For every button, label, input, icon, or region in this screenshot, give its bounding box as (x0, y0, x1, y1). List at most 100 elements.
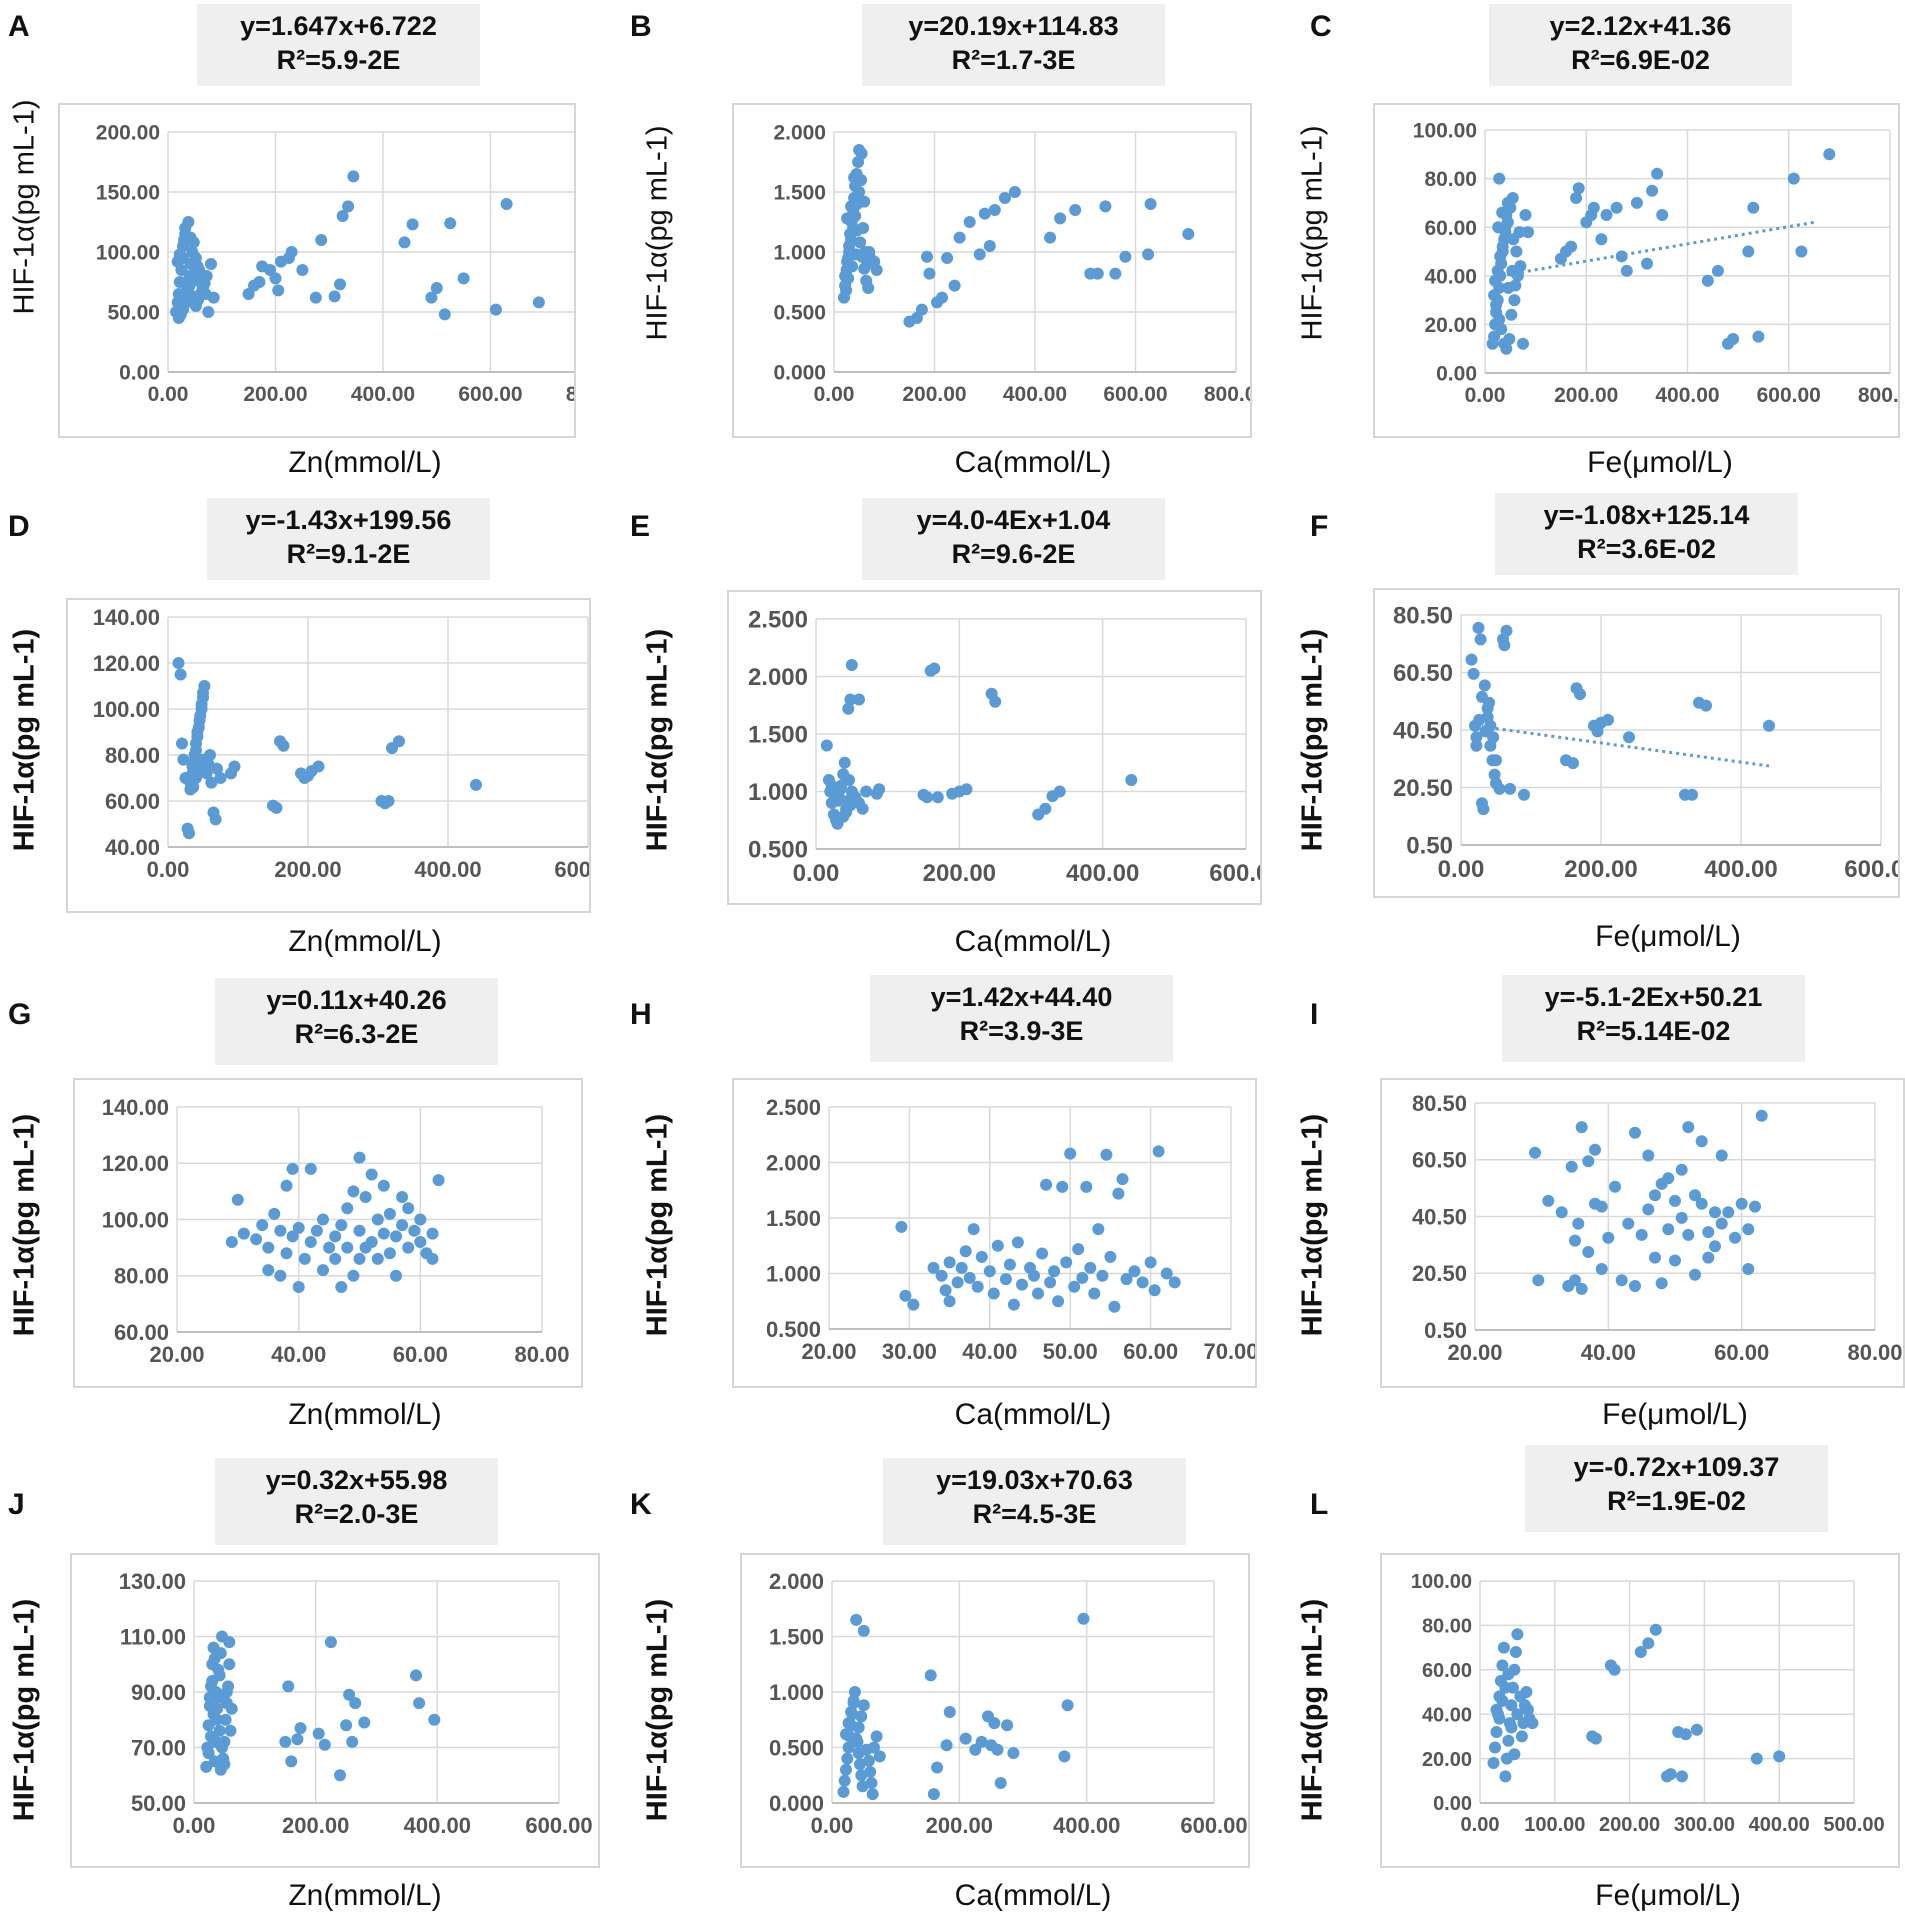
data-point (857, 1624, 870, 1637)
data-point (943, 1256, 956, 1269)
x-tick-label: 300.00 (1674, 1814, 1735, 1836)
data-point (1749, 1200, 1761, 1213)
data-point (408, 1224, 421, 1237)
data-point (855, 1710, 868, 1723)
x-tick-label: 200.00 (243, 383, 307, 406)
x-tick-label: 40.00 (962, 1339, 1017, 1364)
data-point (292, 1281, 305, 1293)
panel-k-chart: 0.000 0.500 1.000 1.500 2.000 0.00 200.00 400.0… (740, 1553, 1250, 1868)
data-point (426, 1252, 439, 1265)
data-point (1700, 699, 1712, 712)
y-tick-label: 20.00 (1424, 314, 1477, 337)
data-point (1747, 201, 1760, 214)
r-squared: R²=6.9E-02 (1571, 45, 1710, 75)
data-point (999, 1273, 1012, 1286)
data-point (846, 260, 859, 273)
x-tick-label: 200.00 (1599, 1814, 1660, 1836)
data-point (304, 1236, 317, 1248)
data-point (1003, 1258, 1016, 1271)
data-point (953, 231, 966, 244)
data-point (1511, 1628, 1524, 1641)
y-tick-label: 20.00 (1422, 1749, 1472, 1771)
data-point (176, 737, 188, 750)
data-point (393, 735, 405, 748)
panel-a-label: A (8, 10, 30, 43)
x-tick-label: 400.00 (1053, 1813, 1120, 1838)
data-point (173, 276, 186, 288)
data-point (1142, 248, 1155, 261)
data-point (1615, 1274, 1628, 1287)
data-point (931, 1761, 944, 1774)
data-point (172, 657, 185, 669)
data-point (183, 827, 195, 840)
data-point (1532, 1274, 1545, 1287)
data-point (285, 1755, 298, 1768)
data-point (310, 1224, 323, 1237)
panel-j-equation-box: y=0.32x+55.98 R²=2.0-3E (215, 1458, 498, 1545)
y-tick-label: 0.500 (769, 1735, 824, 1760)
data-point (225, 1236, 238, 1248)
y-tick-label: 120.00 (102, 1151, 169, 1176)
data-point (1505, 1699, 1518, 1712)
data-point (1572, 182, 1585, 195)
data-point (941, 252, 954, 264)
data-point (1484, 719, 1497, 732)
data-point (225, 1702, 238, 1715)
data-point (1493, 782, 1506, 795)
x-tick-label: 30.00 (882, 1339, 937, 1364)
regression-equation: y=0.32x+55.98 (265, 1465, 448, 1495)
data-point (359, 1191, 372, 1203)
data-point (838, 756, 851, 769)
y-tick-label: 0.000 (769, 1791, 824, 1816)
regression-equation: y=-5.1-2Ex+50.21 (1544, 982, 1763, 1012)
r-squared: R²=9.6-2E (951, 539, 1076, 569)
data-point (1496, 240, 1509, 253)
data-point (377, 1227, 390, 1240)
y-tick-label: 100.00 (93, 697, 160, 722)
data-point (177, 240, 189, 252)
data-point (928, 662, 941, 675)
data-point (396, 1191, 409, 1203)
panel-f-plot: 0.50 20.50 40.50 60.50 80.50 0.00 200.00 400.00… (1393, 603, 1898, 883)
x-tick-label: 400.00 (1066, 860, 1139, 887)
data-point (1495, 323, 1508, 336)
panel-a-equation-box: y=1.647x+6.722 R²=5.9-2E (197, 4, 480, 86)
data-point (967, 1223, 980, 1236)
data-point (202, 1719, 215, 1732)
x-tick-label: 100.00 (1524, 1814, 1585, 1836)
x-axis-label: Fe(μmol/L) (1602, 1398, 1748, 1431)
data-point (214, 772, 227, 784)
x-tick-label: 400.00 (1704, 856, 1777, 883)
data-point (211, 1702, 224, 1715)
data-point (1152, 1145, 1165, 1158)
panel-c-plot: 0.00 20.00 40.00 60.00 80.00 100.00 0.00 200.00… (1413, 120, 1898, 407)
data-point (989, 695, 1002, 708)
panel-b-equation-box: y=20.19x+114.83 R²=1.7-3E (862, 4, 1165, 86)
data-point (1635, 1228, 1648, 1241)
data-point (1574, 688, 1586, 701)
data-point (1104, 1250, 1117, 1263)
data-point (840, 806, 853, 819)
data-point (1518, 788, 1530, 801)
data-point (1542, 1194, 1555, 1207)
data-point (923, 267, 936, 280)
data-point (1595, 233, 1608, 246)
data-point (845, 1706, 858, 1718)
data-point (863, 246, 876, 258)
data-point (279, 1735, 292, 1748)
regression-equation: y=1.647x+6.722 (240, 11, 437, 41)
data-point (280, 1179, 293, 1192)
data-point (1491, 264, 1504, 277)
panel-f-equation-box: y=-1.08x+125.14 R²=3.6E-02 (1495, 493, 1798, 575)
data-point (1470, 731, 1483, 744)
data-point (1595, 1263, 1608, 1275)
data-point (294, 1722, 307, 1735)
regression-equation: y=-1.08x+125.14 (1543, 500, 1750, 530)
data-point (1655, 1277, 1668, 1290)
data-point (1136, 1276, 1149, 1289)
data-point (1575, 1121, 1588, 1134)
y-tick-label: 0.500 (773, 302, 826, 325)
x-tick-label: 0.00 (1461, 1814, 1500, 1836)
data-point (855, 147, 868, 160)
data-point (921, 791, 934, 804)
